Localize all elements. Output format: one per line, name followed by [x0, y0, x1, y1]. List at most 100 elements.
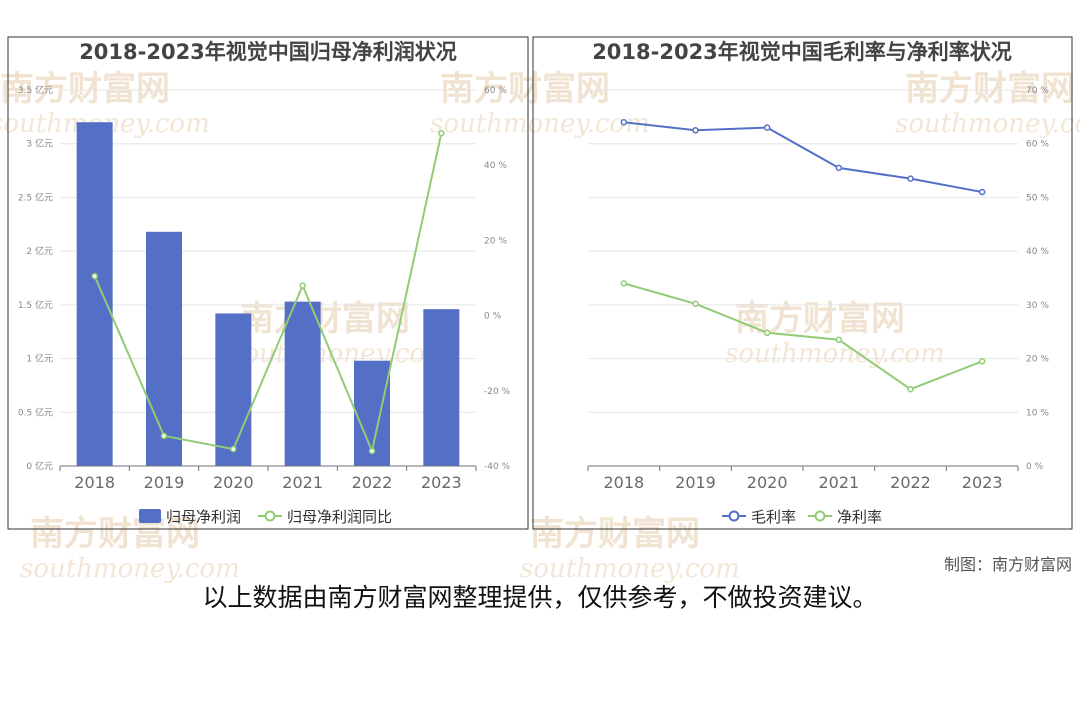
net-margin-point[interactable]: [907, 385, 914, 393]
gross-margin-line: [623, 121, 983, 194]
y-left-tick-label: 0.5 亿元: [18, 406, 53, 418]
margin-lines: [620, 118, 986, 393]
yoy-line: [93, 133, 443, 455]
watermark-text: 南方财富网: [735, 299, 905, 339]
legend-bar-swatch[interactable]: [139, 509, 161, 523]
chart-credit: 制图：南方财富网: [943, 555, 1072, 574]
profit-legend[interactable]: 归母净利润 归母净利润同比: [139, 508, 392, 526]
net-margin-point[interactable]: [620, 280, 628, 287]
x-tick-label: 2022: [890, 473, 931, 492]
y-right-tick-label: 20 %: [484, 236, 507, 246]
profit-chart-frame: [7, 36, 529, 530]
y-right-tick-label: 70 %: [1026, 86, 1049, 96]
watermark-text: southmoney.com: [20, 554, 240, 584]
legend-item-profit[interactable]: 归母净利润: [166, 508, 241, 526]
profit-x-axis: 2018 2019 2020 2021 2022 2023: [59, 465, 477, 492]
watermark-text: 南方财富网: [0, 69, 170, 109]
y-left-tick-label: 2 亿元: [26, 245, 53, 257]
profit-bars: [76, 122, 460, 466]
bar-profit[interactable]: [76, 122, 113, 466]
yoy-point[interactable]: [230, 445, 237, 453]
profit-yoy-line: [91, 129, 445, 455]
y-right-tick-label: 60 %: [1026, 140, 1049, 150]
legend-dot-icon[interactable]: [264, 510, 276, 522]
gross-margin-point[interactable]: [978, 188, 986, 196]
legend-item-net-margin[interactable]: 净利率: [837, 508, 882, 526]
watermark-text: 南方财富网: [240, 299, 410, 339]
profit-y-left-ticks: 0 亿元 0.5 亿元 1 亿元 1.5 亿元 2 亿元 2.5 亿元 3 亿元 3.5 亿元: [18, 84, 53, 472]
margin-x-axis: 2018 2019 2020 2021 2022 2023: [587, 465, 1019, 492]
profit-y-right-ticks: -40 % -20 % 0 % 20 % 40 % 60 %: [484, 86, 511, 472]
bar-profit[interactable]: [146, 231, 182, 466]
y-left-tick-label: 3 亿元: [26, 138, 53, 150]
yoy-point[interactable]: [91, 272, 98, 280]
y-right-tick-label: 30 %: [1026, 301, 1049, 311]
watermark-text: southmoney.com: [230, 339, 450, 369]
profit-chart-grid: [60, 89, 476, 467]
y-left-tick-label: 2.5 亿元: [18, 191, 53, 203]
net-margin-point[interactable]: [978, 358, 986, 365]
x-tick-label: 2019: [675, 473, 716, 492]
bar-profit[interactable]: [215, 313, 252, 466]
bar-profit[interactable]: [284, 301, 321, 466]
watermark-text: 南方财富网: [30, 514, 200, 554]
gross-margin-point[interactable]: [763, 124, 771, 131]
x-tick-label: 2023: [421, 473, 462, 492]
watermark-text: 南方财富网: [530, 514, 700, 554]
margin-legend[interactable]: 毛利率 净利率: [722, 508, 882, 526]
yoy-point[interactable]: [438, 129, 445, 137]
gross-margin-point[interactable]: [835, 164, 843, 172]
net-margin-line: [623, 282, 983, 391]
y-left-tick-label: 1.5 亿元: [18, 299, 53, 311]
watermark-layer: 南方财富网southmoney.com南方财富网southmoney.com南方…: [0, 69, 1080, 584]
y-right-tick-label: 50 %: [1026, 193, 1049, 203]
margin-y-right-ticks: 0 % 10 % 20 % 30 % 40 % 50 % 60 % 70 %: [1026, 86, 1049, 472]
yoy-point[interactable]: [160, 432, 168, 440]
yoy-point[interactable]: [368, 447, 376, 455]
net-margin-point[interactable]: [692, 300, 699, 308]
y-left-tick-label: 0 亿元: [26, 460, 53, 472]
x-tick-label: 2018: [603, 473, 644, 492]
disclaimer-text: 以上数据由南方财富网整理提供，仅供参考，不做投资建议。: [202, 583, 878, 612]
bar-profit[interactable]: [423, 309, 460, 466]
watermark-text: southmoney.com: [520, 554, 740, 584]
legend-item-gross-margin[interactable]: 毛利率: [751, 508, 796, 526]
y-right-tick-label: -20 %: [484, 387, 511, 397]
watermark-text: southmoney.com: [895, 109, 1080, 139]
legend-dot-icon[interactable]: [728, 510, 740, 522]
y-right-tick-label: -40 %: [484, 462, 511, 472]
x-tick-label: 2023: [962, 473, 1003, 492]
profit-chart: 2018-2023年视觉中国归母净利润状况 2018 2019 2020 2021 20…: [7, 36, 529, 530]
x-tick-label: 2019: [144, 473, 185, 492]
watermark-text: southmoney.com: [430, 109, 650, 139]
legend-item-yoy[interactable]: 归母净利润同比: [287, 508, 392, 526]
x-tick-label: 2021: [282, 473, 323, 492]
margin-chart-frame: [532, 36, 1073, 530]
y-right-tick-label: 40 %: [484, 161, 507, 171]
x-tick-label: 2020: [213, 473, 254, 492]
yoy-point[interactable]: [299, 282, 306, 289]
margin-chart-grid: [588, 89, 1018, 467]
margin-chart-title: 2018-2023年视觉中国毛利率与净利率状况: [592, 40, 1012, 64]
watermark-text: 南方财富网: [905, 69, 1075, 109]
watermark-text: southmoney.com: [725, 339, 945, 369]
legend-dot-icon[interactable]: [814, 510, 826, 522]
gross-margin-point[interactable]: [907, 175, 914, 182]
x-tick-label: 2021: [818, 473, 859, 492]
y-left-tick-label: 3.5 亿元: [18, 84, 53, 96]
profit-chart-title: 2018-2023年视觉中国归母净利润状况: [79, 40, 457, 64]
margin-chart: 2018-2023年视觉中国毛利率与净利率状况 2018 2019 2020 2021…: [532, 36, 1073, 530]
net-margin-point[interactable]: [763, 329, 771, 337]
y-right-tick-label: 60 %: [484, 86, 507, 96]
y-right-tick-label: 10 %: [1026, 408, 1049, 418]
gross-margin-point[interactable]: [692, 127, 699, 134]
gross-margin-point[interactable]: [620, 118, 628, 126]
net-margin-point[interactable]: [835, 336, 843, 344]
y-left-tick-label: 1 亿元: [26, 353, 53, 365]
x-tick-label: 2018: [74, 473, 115, 492]
y-right-tick-label: 0 %: [484, 312, 502, 322]
y-right-tick-label: 40 %: [1026, 247, 1049, 257]
x-tick-label: 2022: [352, 473, 393, 492]
y-right-tick-label: 20 %: [1026, 355, 1049, 365]
